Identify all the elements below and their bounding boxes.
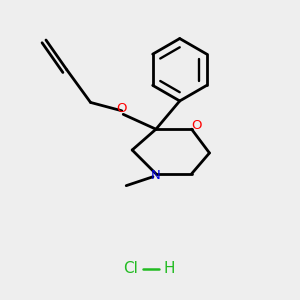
- Text: O: O: [192, 119, 202, 132]
- Text: N: N: [151, 169, 161, 182]
- Text: H: H: [164, 261, 175, 276]
- Text: Cl: Cl: [123, 261, 138, 276]
- Text: O: O: [116, 103, 127, 116]
